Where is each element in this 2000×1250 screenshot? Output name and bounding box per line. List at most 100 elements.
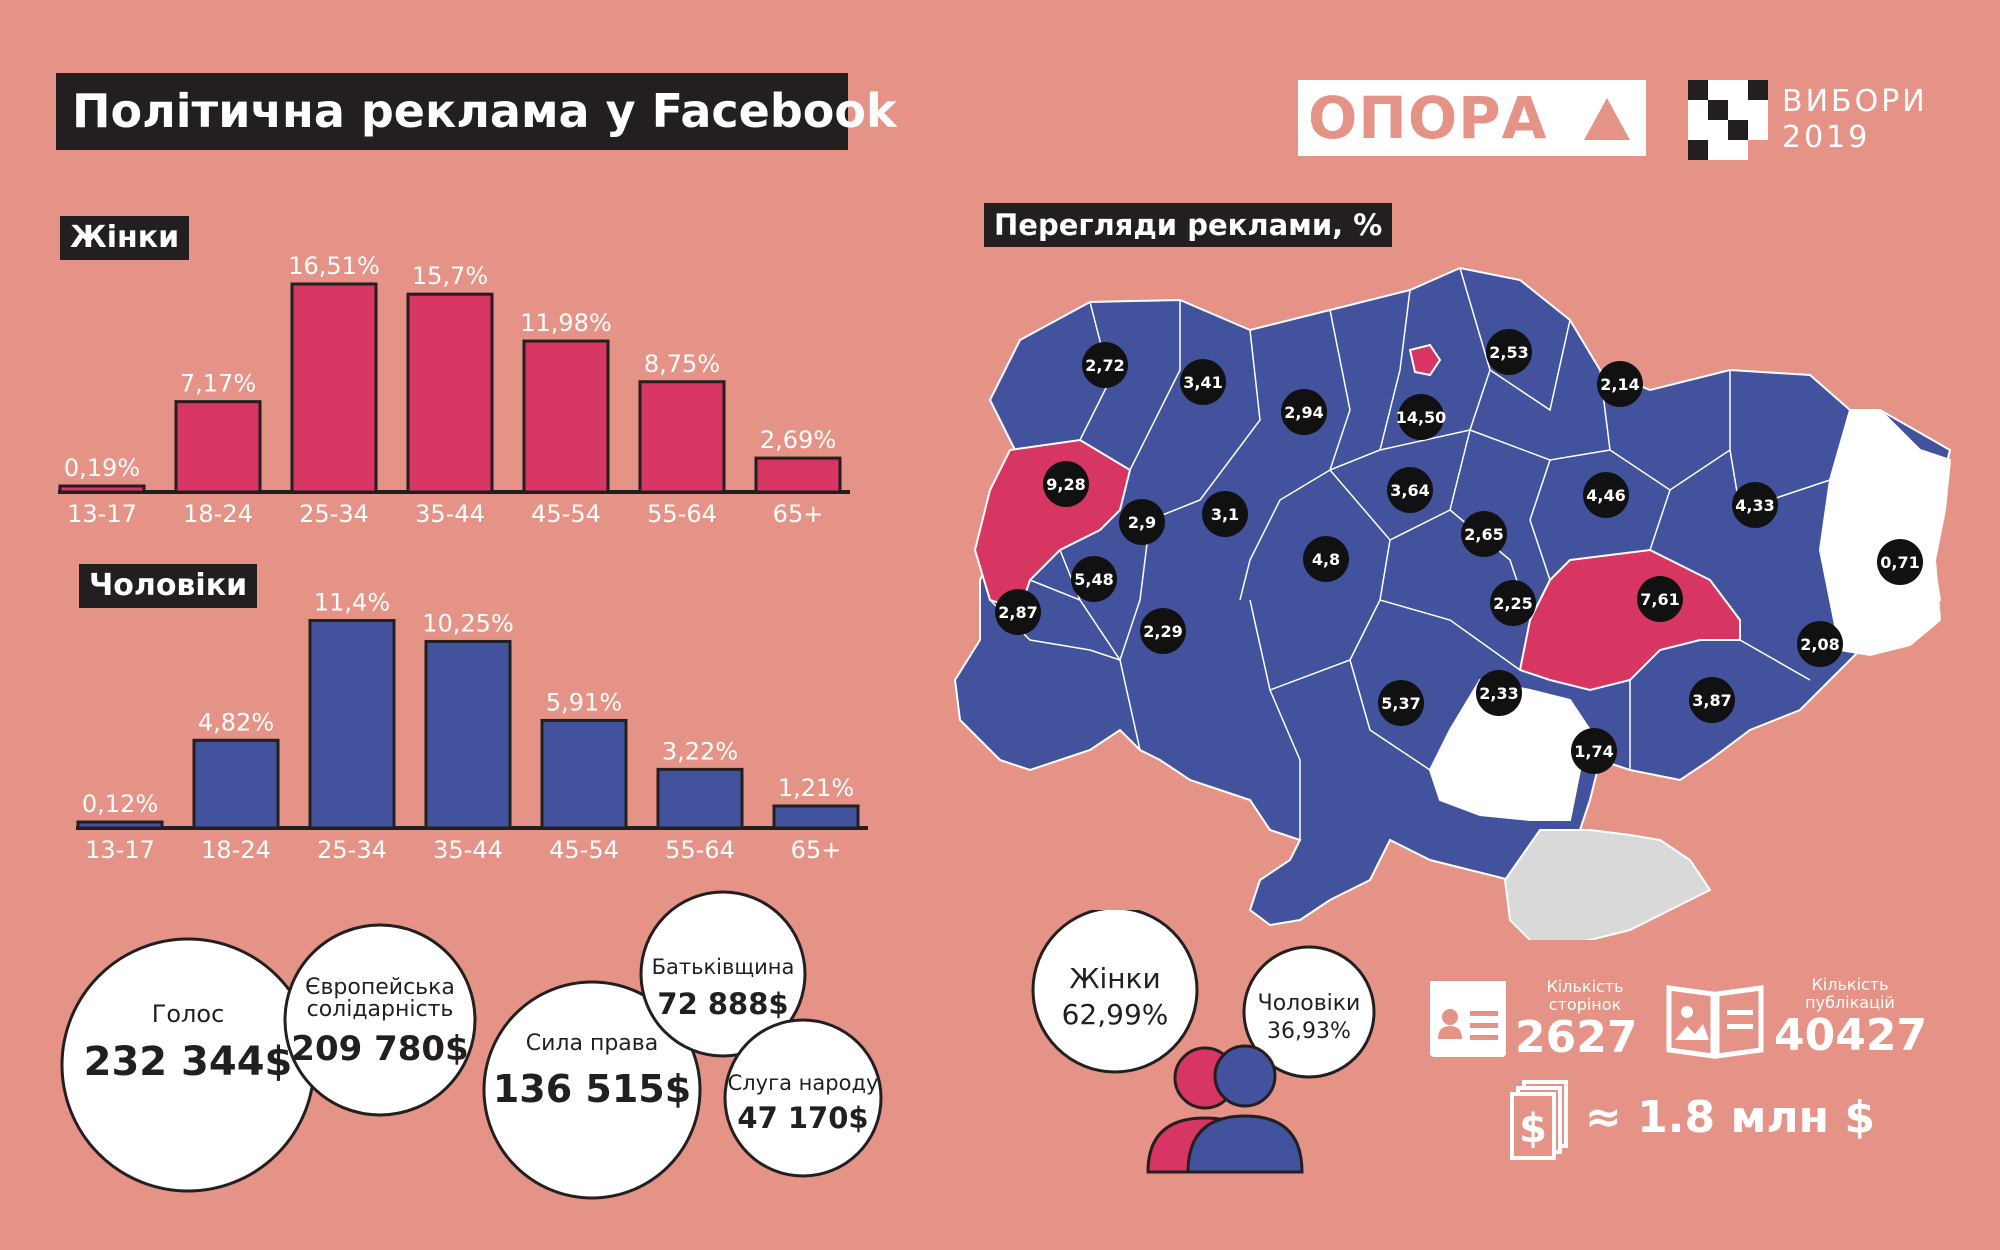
page-title: Політична реклама у Facebook bbox=[56, 73, 897, 150]
map-marker bbox=[1571, 728, 1617, 774]
luhansk-region bbox=[1818, 409, 1952, 657]
women-bar bbox=[58, 484, 146, 494]
map-marker-value: 2,08 bbox=[1800, 635, 1839, 654]
men-category-label: 35-44 bbox=[433, 836, 503, 864]
kyiv-city-region bbox=[1408, 343, 1442, 377]
map-marker-value: 2,29 bbox=[1143, 622, 1182, 641]
map-marker bbox=[1476, 670, 1522, 716]
map-territory bbox=[953, 266, 1952, 927]
map-marker bbox=[1797, 621, 1843, 667]
women-bar bbox=[174, 400, 262, 494]
women-value-label: 7,17% bbox=[180, 370, 256, 398]
party-spend-label: 209 780$ bbox=[291, 1029, 468, 1069]
opora-logo-text: ОПОРА bbox=[1308, 84, 1548, 152]
party-name-label: Європейська bbox=[305, 975, 455, 1000]
party-bubble bbox=[723, 1018, 883, 1178]
map-marker bbox=[1387, 467, 1433, 513]
map-marker bbox=[1071, 556, 1117, 602]
map-marker bbox=[1398, 394, 1444, 440]
map-marker bbox=[1877, 539, 1923, 585]
map-marker bbox=[1637, 576, 1683, 622]
map-title: Перегляди реклами, % bbox=[984, 203, 1393, 247]
open-book-icon bbox=[1666, 985, 1764, 1059]
men-bar bbox=[192, 738, 280, 830]
women-value-label: 2,69% bbox=[760, 426, 836, 454]
men-bar bbox=[656, 767, 744, 830]
men-value-label: 11,4% bbox=[314, 589, 390, 617]
women-bar bbox=[406, 292, 494, 494]
map-marker-value: 2,25 bbox=[1493, 594, 1532, 613]
women-share-label: Жінки bbox=[1069, 962, 1160, 995]
map-marker bbox=[1597, 361, 1643, 407]
people-icon bbox=[1146, 1044, 1304, 1174]
men-bar bbox=[540, 718, 628, 830]
women-value-label: 0,19% bbox=[64, 454, 140, 482]
crimea-region bbox=[1503, 829, 1712, 940]
map-marker-value: 3,87 bbox=[1692, 691, 1731, 710]
money-icon: $ bbox=[1510, 1080, 1568, 1160]
pages-count-label: Кількість сторінок bbox=[1546, 977, 1624, 1014]
map-marker-value: 7,61 bbox=[1640, 590, 1679, 609]
women-bar-chart: 0,19% 13-17 7,17% 18-24 16,51% 25-34 15,7% 35-4… bbox=[58, 252, 850, 528]
party-name-label: Батьківщина bbox=[652, 955, 795, 979]
women-category-label: 45-54 bbox=[531, 500, 601, 528]
map-marker-value: 9,28 bbox=[1046, 475, 1085, 494]
men-category-label: 65+ bbox=[791, 836, 842, 864]
men-bar bbox=[772, 804, 860, 830]
map-marker-value: 2,14 bbox=[1600, 375, 1639, 394]
men-value-label: 0,12% bbox=[82, 790, 158, 818]
men-bar-chart: 0,12% 13-17 4,82% 18-24 11,4% 25-34 10,25% 35-4… bbox=[76, 589, 868, 864]
opora-triangle-logo bbox=[1568, 80, 1646, 156]
gender-split: Жінки 62,99% Чоловіки 36,93% bbox=[1031, 910, 1376, 1174]
map-marker-value: 2,65 bbox=[1464, 525, 1503, 544]
women-value-label: 8,75% bbox=[644, 350, 720, 378]
kherson-region bbox=[1428, 678, 1592, 821]
map-marker-value: 1,74 bbox=[1574, 742, 1613, 761]
party-spend-label: 136 515$ bbox=[493, 1067, 691, 1111]
men-share-label: Чоловіки bbox=[1258, 991, 1361, 1016]
women-value-label: 15,7% bbox=[412, 262, 488, 290]
map-marker-value: 14,50 bbox=[1396, 408, 1447, 427]
map-marker bbox=[1281, 389, 1327, 435]
vybory-label: ВИБОРИ 2019 bbox=[1782, 84, 1928, 156]
party-spend-label: 72 888$ bbox=[657, 987, 788, 1021]
map-marker-value: 5,48 bbox=[1074, 570, 1113, 589]
women-category-label: 13-17 bbox=[67, 500, 137, 528]
men-chart-title: Чоловіки bbox=[79, 564, 258, 608]
men-bar bbox=[76, 820, 164, 830]
lviv-region bbox=[973, 438, 1132, 612]
map-marker bbox=[1303, 536, 1349, 582]
men-category-label: 45-54 bbox=[549, 836, 619, 864]
map-marker-value: 2,94 bbox=[1284, 403, 1323, 422]
map-marker bbox=[1490, 580, 1536, 626]
vybory-label-line2: 2019 bbox=[1782, 120, 1871, 155]
women-category-label: 25-34 bbox=[299, 500, 369, 528]
map-markers: 2,72 3,41 2,94 14,50 2,53 2,14 9,28 2,9 3,1 3,64 4… bbox=[995, 329, 1923, 774]
men-value-label: 3,22% bbox=[662, 737, 738, 765]
triangle-icon bbox=[1584, 98, 1630, 140]
men-value-label: 5,91% bbox=[546, 688, 622, 716]
men-value-label: 4,82% bbox=[198, 708, 274, 736]
party-spend-label: 232 344$ bbox=[84, 1039, 293, 1085]
party-spend-label: 47 170$ bbox=[737, 1101, 868, 1135]
map-marker bbox=[1140, 608, 1186, 654]
party-name-label: солідарність bbox=[307, 997, 454, 1022]
men-share-circle bbox=[1242, 945, 1376, 1079]
map-marker bbox=[1689, 677, 1735, 723]
id-card-icon bbox=[1430, 981, 1506, 1057]
map-marker-value: 4,46 bbox=[1586, 486, 1625, 505]
map-marker bbox=[995, 589, 1041, 635]
map-marker-value: 2,53 bbox=[1489, 343, 1528, 362]
women-share-value: 62,99% bbox=[1062, 998, 1169, 1031]
party-bubble bbox=[482, 980, 702, 1200]
men-category-label: 13-17 bbox=[85, 836, 155, 864]
map-marker-value: 4,33 bbox=[1735, 496, 1774, 515]
map-marker bbox=[1732, 482, 1778, 528]
map-marker-value: 3,41 bbox=[1183, 373, 1222, 392]
women-category-label: 35-44 bbox=[415, 500, 485, 528]
publications-count-value: 40427 bbox=[1774, 1010, 1928, 1061]
map-marker-value: 2,87 bbox=[998, 603, 1037, 622]
map-marker-value: 3,1 bbox=[1211, 505, 1239, 524]
